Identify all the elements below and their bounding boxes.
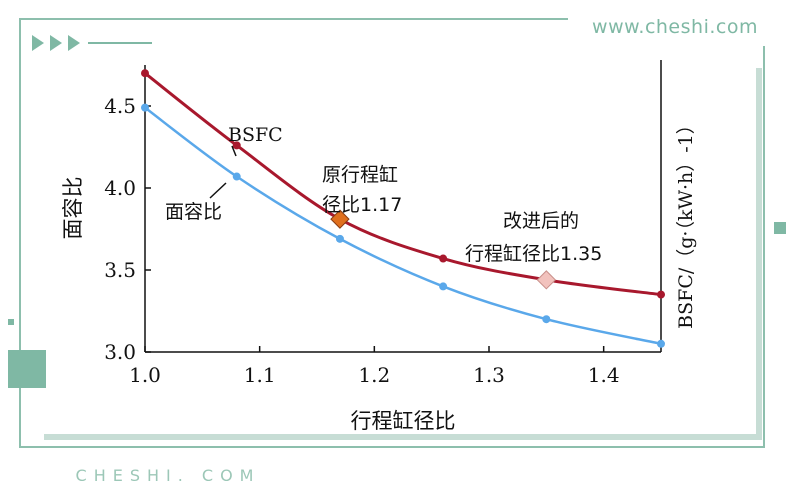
leader-area-ratio (209, 182, 227, 199)
area-ratio-point (335, 234, 344, 243)
x-tick-label: 1.2 (358, 363, 390, 387)
x-tick-label: 1.4 (588, 363, 620, 387)
annotation-new-line2: 行程缸径比1.35 (465, 243, 602, 265)
area-ratio-point (439, 282, 448, 291)
axes (144, 60, 662, 353)
bsfc-point (439, 254, 448, 263)
y-axis-label-left: 面容比 (61, 177, 85, 240)
arrow-icon (68, 35, 80, 51)
inner-frame-shadow (44, 68, 762, 440)
y-tick-label: 3.5 (104, 258, 136, 282)
bsfc-line (144, 72, 662, 297)
marker-orig (330, 209, 350, 229)
area-ratio-point (657, 339, 665, 348)
y-axis-label-right: BSFC/（g·（kW·h）-1） (675, 115, 697, 329)
x-axis-label: 行程缸径比 (351, 409, 456, 433)
bsfc-point (657, 290, 665, 299)
brand-url-bottom: CHESHI. COM (36, 458, 300, 492)
brand-url-top: www.cheshi.com (568, 8, 782, 46)
arrow-icon (50, 35, 62, 51)
area-ratio-point (232, 172, 241, 181)
area-ratio-point (141, 103, 149, 112)
marker-new (536, 270, 557, 290)
y-tick-label: 4.5 (104, 94, 136, 118)
labels: 行程缸径比 面容比 BSFC/（g·（kW·h）-1） BSFC 面容比 原行程… (61, 115, 697, 433)
leader-bsfc (231, 145, 237, 157)
annotation-orig-line1: 原行程缸 (322, 164, 398, 186)
area-ratio-point (542, 315, 551, 324)
deco-square-left-small (8, 319, 14, 325)
y-tick-label: 3.0 (104, 340, 136, 364)
arrow-icon (32, 35, 44, 51)
deco-square-right (774, 222, 786, 234)
bsfc-point (141, 69, 149, 78)
ticks: 1.0 1.1 1.2 1.3 1.4 3.0 3.5 4.0 4.5 (104, 94, 619, 387)
annotation-new-line1: 改进后的 (503, 210, 579, 232)
series-layer (141, 69, 665, 348)
x-tick-label: 1.0 (129, 363, 161, 387)
y-tick-label: 4.0 (104, 176, 136, 200)
bsfc-point (232, 141, 241, 150)
series-label-area-ratio: 面容比 (165, 201, 222, 223)
x-tick-label: 1.3 (473, 363, 505, 387)
annotation-orig-line2: 径比1.17 (322, 194, 402, 216)
deco-square-left-large (8, 350, 46, 388)
series-label-bsfc: BSFC (228, 124, 283, 146)
area-ratio-line (144, 106, 662, 346)
x-tick-label: 1.1 (244, 363, 276, 387)
outer-frame (19, 18, 765, 448)
arrow-decoration (32, 35, 152, 51)
